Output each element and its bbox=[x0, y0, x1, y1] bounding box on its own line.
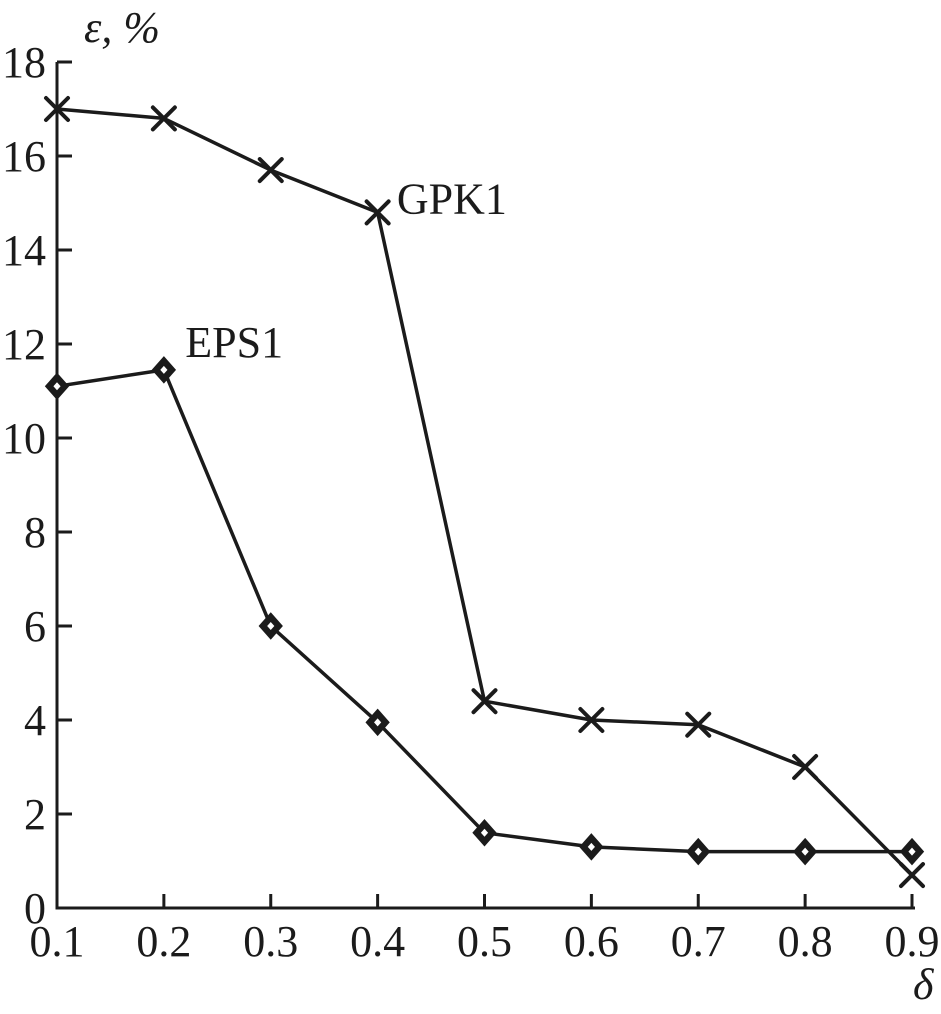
x-cross-marker bbox=[578, 707, 605, 733]
x-tick-label: 0.2 bbox=[136, 917, 191, 966]
x-cross-marker bbox=[44, 96, 70, 122]
plot-area: 0 2 4 6 8 10 12 14 16 18 0.1 0.2 0.3 0.4 0.5 0.6 0.7 0.8 0… bbox=[2, 38, 940, 966]
y-tick-label: 2 bbox=[24, 790, 46, 839]
diamond-marker-center bbox=[801, 847, 809, 856]
x-cross-marker bbox=[685, 711, 712, 738]
x-cross-marker bbox=[150, 105, 177, 132]
y-tick-label: 12 bbox=[2, 320, 46, 369]
x-tick-label: 0.8 bbox=[778, 917, 833, 966]
y-tick-label: 6 bbox=[24, 602, 46, 651]
x-tick-label: 0.3 bbox=[243, 917, 298, 966]
series-line-eps1 bbox=[56, 368, 912, 854]
y-tick-label: 16 bbox=[2, 132, 46, 181]
x-cross-marker bbox=[792, 754, 819, 780]
diamond-marker-center bbox=[160, 365, 168, 374]
x-tick-label: 0.5 bbox=[457, 917, 512, 966]
diamond-marker-center bbox=[694, 847, 702, 856]
series-line-gpk1 bbox=[56, 107, 914, 877]
x-tick-label: 0.4 bbox=[350, 917, 405, 966]
y-tick-label: 14 bbox=[2, 226, 46, 275]
x-tick-label: 0.9 bbox=[885, 917, 940, 966]
diamond-marker-center bbox=[480, 828, 489, 837]
x-tick-label: 0.1 bbox=[30, 917, 85, 966]
x-axis-title: δ bbox=[913, 960, 935, 1009]
y-tick-label: 18 bbox=[2, 38, 46, 87]
x-cross-marker bbox=[899, 862, 925, 889]
x-tick-label: 0.7 bbox=[671, 917, 726, 966]
y-tick-label: 4 bbox=[24, 696, 46, 745]
diamond-marker-center bbox=[53, 382, 61, 391]
x-cross-marker bbox=[364, 199, 391, 226]
diamond-marker-center bbox=[908, 847, 916, 856]
y-axis-title: ε, % bbox=[84, 3, 160, 52]
x-cross-marker bbox=[257, 157, 284, 184]
x-cross-marker bbox=[471, 688, 498, 715]
y-tick-label: 8 bbox=[24, 508, 46, 557]
y-tick-label: 0 bbox=[24, 884, 46, 933]
diamond-marker-center bbox=[587, 842, 595, 851]
diamond-marker-center bbox=[267, 622, 275, 630]
diamond-marker-center bbox=[374, 718, 382, 727]
series-label-eps1: EPS1 bbox=[185, 318, 283, 367]
series-label-gpk1: GPK1 bbox=[397, 174, 507, 223]
x-tick-label: 0.6 bbox=[564, 917, 619, 966]
y-tick-label: 10 bbox=[2, 414, 46, 463]
